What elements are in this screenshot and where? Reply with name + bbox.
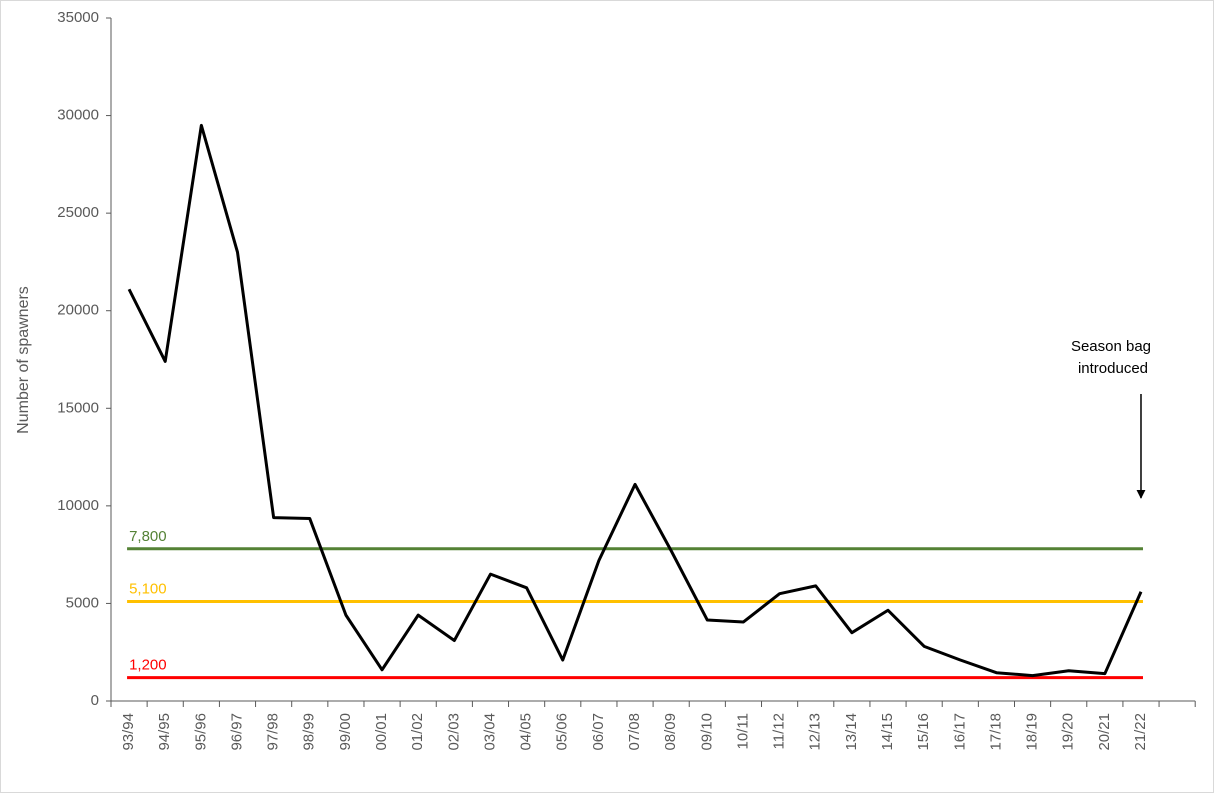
x-tick-label: 19/20 xyxy=(1060,713,1077,751)
x-tick-label: 99/00 xyxy=(337,713,354,751)
x-tick-label: 08/09 xyxy=(662,713,679,751)
y-tick-label: 0 xyxy=(91,692,99,709)
annotation: introduced xyxy=(1078,360,1148,377)
x-tick-label: 00/01 xyxy=(373,713,390,751)
y-tick-label: 10000 xyxy=(57,497,99,514)
x-tick-label: 13/14 xyxy=(843,713,860,751)
x-tick-label: 04/05 xyxy=(518,713,535,751)
x-tick-label: 10/11 xyxy=(734,713,751,749)
x-tick-label: 01/02 xyxy=(409,713,426,751)
y-tick-label: 15000 xyxy=(57,399,99,416)
x-tick-label: 94/95 xyxy=(156,713,173,751)
x-tick-label: 15/16 xyxy=(915,713,932,751)
x-tick-label: 02/03 xyxy=(445,713,462,751)
x-tick-label: 07/08 xyxy=(626,713,643,751)
y-tick-label: 35000 xyxy=(57,9,99,26)
x-tick-label: 20/21 xyxy=(1096,713,1113,751)
x-tick-label: 97/98 xyxy=(265,713,282,751)
y-tick-label: 5000 xyxy=(66,594,99,611)
x-tick-label: 14/15 xyxy=(879,713,896,751)
x-tick-label: 98/99 xyxy=(301,713,318,751)
x-tick-label: 05/06 xyxy=(554,713,571,751)
y-tick-label: 30000 xyxy=(57,107,99,124)
x-tick-label: 96/97 xyxy=(228,713,245,751)
x-tick-label: 11/12 xyxy=(771,713,788,749)
x-tick-label: 16/17 xyxy=(951,713,968,751)
x-tick-label: 03/04 xyxy=(481,713,498,751)
x-tick-label: 18/19 xyxy=(1024,713,1041,751)
x-tick-label: 12/13 xyxy=(807,713,824,751)
y-tick-label: 20000 xyxy=(57,302,99,319)
y-axis-label: Number of spawners xyxy=(15,286,32,434)
x-tick-label: 93/94 xyxy=(120,713,137,751)
y-tick-label: 25000 xyxy=(57,204,99,221)
reference-label: 7,800 xyxy=(129,528,167,545)
x-tick-label: 06/07 xyxy=(590,713,607,751)
x-tick-label: 09/10 xyxy=(698,713,715,751)
x-tick-label: 21/22 xyxy=(1132,713,1149,751)
x-tick-label: 95/96 xyxy=(192,713,209,751)
reference-label: 5,100 xyxy=(129,580,167,597)
data-line xyxy=(127,123,1143,678)
annotation: Season bag xyxy=(1071,338,1151,355)
x-tick-label: 17/18 xyxy=(987,713,1004,751)
reference-label: 1,200 xyxy=(129,657,167,674)
